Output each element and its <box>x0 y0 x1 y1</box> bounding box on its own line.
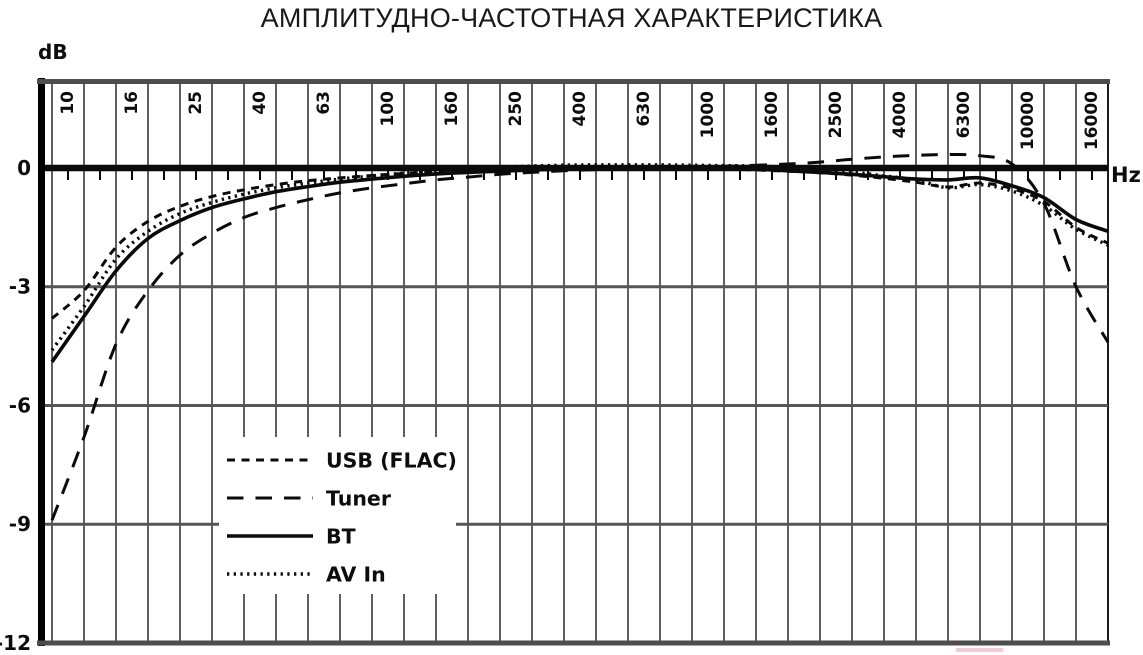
legend-box <box>219 437 456 594</box>
x-tick-label: 40 <box>250 91 270 115</box>
pink-watermark <box>956 648 1003 652</box>
curve-bt <box>50 166 1109 363</box>
x-tick-label: 16000 <box>1082 91 1102 150</box>
y-tick-label: -12 <box>0 631 31 655</box>
y-tick-label: -3 <box>9 275 31 299</box>
x-tick-label: 25 <box>186 91 206 115</box>
x-tick-label: 630 <box>634 91 654 127</box>
x-tick-label: 2500 <box>826 91 846 138</box>
x-tick-label: 160 <box>442 91 462 127</box>
x-tick-label: 1000 <box>698 91 718 138</box>
curve-usb-flac <box>51 166 1109 320</box>
x-tick-label: 6300 <box>954 91 974 138</box>
y-axis-unit-label: dB <box>38 40 68 64</box>
x-tick-label: 100 <box>378 91 398 127</box>
legend-label-usb-flac: USB (FLAC) <box>326 449 457 473</box>
x-tick-label: 4000 <box>890 91 910 138</box>
y-tick-label: 0 <box>17 156 31 180</box>
x-tick-label: 10000 <box>1018 91 1038 150</box>
x-tick-label: 10 <box>58 91 78 115</box>
legend-label-av-in: AV In <box>326 563 386 587</box>
y-tick-label: -6 <box>9 393 31 417</box>
legend-label-tuner: Tuner <box>326 487 392 511</box>
chart-title: АМПЛИТУДНО-ЧАСТОТНАЯ ХАРАКТЕРИСТИКА <box>260 3 883 33</box>
legend-label-bt: BT <box>326 525 356 549</box>
x-tick-label: 400 <box>570 91 590 127</box>
curve-av-in <box>50 163 1109 352</box>
x-tick-label: 1600 <box>762 91 782 138</box>
x-tick-label: 250 <box>506 91 526 127</box>
x-tick-label: 63 <box>314 91 334 115</box>
x-tick-label: 16 <box>122 91 142 115</box>
y-tick-label: -9 <box>9 512 31 536</box>
x-axis-unit-label: Hz <box>1111 163 1141 187</box>
